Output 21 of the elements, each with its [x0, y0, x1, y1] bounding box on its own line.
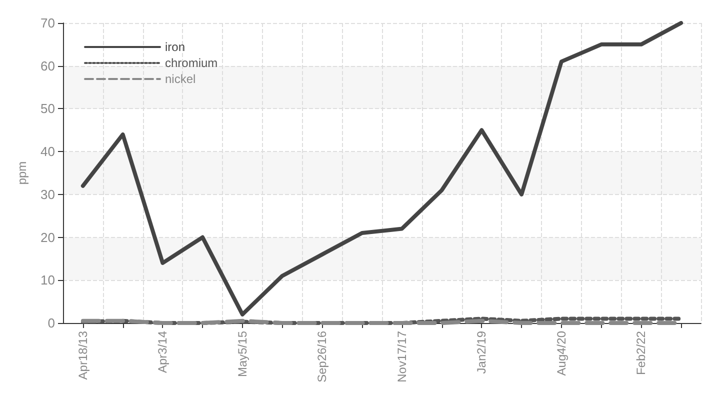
x-tick-label: Apr3/14	[156, 330, 170, 374]
line-series	[80, 21, 684, 316]
y-tick-label: 30	[40, 186, 55, 202]
x-tick-label: May5/15	[235, 330, 250, 378]
y-tick-label: 0	[48, 316, 55, 330]
y-tick-label: 70	[40, 16, 55, 30]
y-tick-label: 40	[40, 144, 55, 160]
x-tick-label: Apr18/13	[76, 330, 90, 380]
text: chromium	[165, 56, 218, 70]
y-tick-label: 60	[40, 58, 55, 74]
y-axis-title: ppm	[15, 161, 29, 185]
x-tick-label: Nov17/17	[394, 330, 409, 382]
y-tick-label: 10	[40, 272, 55, 288]
x-tick-label: Sep26/16	[315, 330, 330, 382]
y-tick-label: 50	[40, 101, 55, 116]
y-tick-label: 20	[40, 230, 55, 245]
x-tick-label: Aug4/20	[554, 330, 568, 376]
x-tick-label: Feb2/22	[634, 330, 648, 376]
text: nickel	[165, 72, 196, 86]
text: iron	[165, 40, 186, 54]
x-tick-label: Jan2/19	[474, 330, 489, 374]
